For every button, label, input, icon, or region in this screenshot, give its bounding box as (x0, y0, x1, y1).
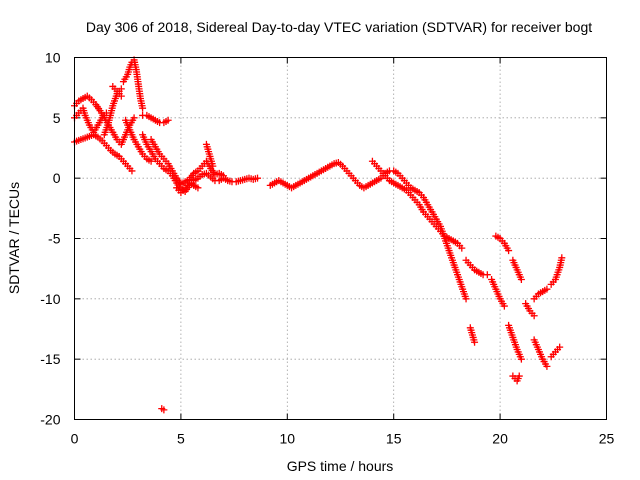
x-tick-label: 25 (599, 431, 615, 447)
data-point (209, 162, 217, 170)
x-tick-label: 5 (177, 431, 185, 447)
y-tick-label: -15 (40, 351, 60, 367)
y-tick-label: -20 (40, 412, 60, 428)
data-point (160, 406, 168, 414)
grid-lines (74, 57, 607, 420)
data-point (147, 157, 155, 165)
x-tick-label: 15 (386, 431, 402, 447)
data-points (71, 56, 566, 414)
data-point (556, 343, 564, 351)
data-point (117, 92, 125, 100)
x-tick-label: 10 (280, 431, 296, 447)
data-point (517, 355, 525, 363)
data-point (194, 184, 202, 192)
data-point (164, 116, 172, 124)
data-point (515, 372, 523, 380)
x-tick-label: 0 (71, 431, 79, 447)
y-tick-label: -5 (48, 231, 61, 247)
x-axis-title: GPS time / hours (287, 458, 394, 474)
data-point (500, 302, 508, 310)
data-point (517, 276, 525, 284)
data-point (128, 167, 136, 175)
data-point (483, 271, 491, 279)
data-point (139, 104, 147, 112)
data-point (458, 244, 466, 252)
y-tick-label: -10 (40, 291, 60, 307)
data-point (117, 85, 125, 93)
data-point (530, 312, 538, 320)
data-point (130, 114, 138, 122)
data-point (505, 247, 513, 255)
data-point (462, 295, 470, 303)
chart-title: Day 306 of 2018, Sidereal Day-to-day VTE… (86, 19, 592, 35)
y-tick-label: 10 (45, 50, 61, 66)
plot-frame (74, 57, 607, 420)
data-point (543, 285, 551, 293)
data-point (219, 172, 227, 180)
y-tick-label: 0 (53, 170, 61, 186)
x-tick-label: 20 (492, 431, 508, 447)
data-point (558, 254, 566, 262)
y-tick-label: 5 (53, 110, 61, 126)
data-point (254, 174, 262, 182)
y-axis-title: SDTVAR / TECUs (6, 182, 22, 294)
data-point (471, 338, 479, 346)
x-axis: 0 5 10 15 20 25 (71, 57, 615, 447)
data-point (543, 362, 551, 370)
